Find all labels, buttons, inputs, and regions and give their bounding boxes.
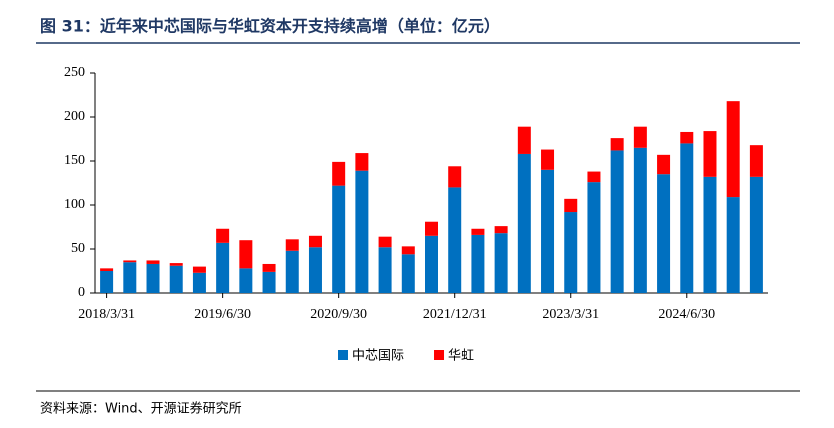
bar-segment — [726, 197, 740, 293]
y-tick-label: 150 — [64, 153, 85, 168]
y-tick-label: 50 — [71, 241, 85, 256]
bar-segment — [169, 263, 183, 266]
bar-segment — [657, 174, 671, 293]
bar-segment — [494, 226, 508, 234]
bar-segment — [680, 131, 694, 144]
bar-segment — [587, 171, 601, 183]
bar-segment — [517, 126, 531, 154]
bar-segment — [239, 240, 253, 269]
bar-segment — [216, 242, 230, 293]
y-tick-label: 200 — [64, 109, 85, 124]
bar-segment — [355, 153, 369, 171]
bar-segment — [680, 143, 694, 293]
bar-segment — [216, 228, 230, 243]
bar-segment — [448, 166, 462, 188]
bar-segment — [378, 247, 392, 293]
bar-segment — [610, 138, 624, 151]
bar-segment — [192, 266, 206, 273]
x-tick-label: 2021/12/31 — [423, 307, 487, 322]
bar-segment — [726, 101, 740, 198]
bar-segment — [703, 131, 717, 177]
bar-segment — [425, 221, 438, 236]
bar-segment — [285, 239, 299, 251]
bar-segment — [541, 149, 555, 170]
bar-segment — [169, 265, 183, 293]
x-tick-label: 2019/6/30 — [194, 307, 251, 322]
x-tick-label: 2018/3/31 — [78, 307, 135, 322]
bar-segment — [703, 176, 717, 293]
bar-segment — [146, 263, 160, 293]
legend-label: 中芯国际 — [352, 349, 404, 364]
bar-segment — [308, 235, 322, 248]
bar-segment — [587, 182, 601, 293]
bar-segment — [610, 150, 624, 293]
legend-swatch — [434, 350, 445, 360]
bar-segment — [749, 176, 763, 293]
bar-segment — [285, 250, 299, 293]
source: 资料来源：Wind、开源证券研究所 — [40, 401, 242, 417]
y-tick-label: 250 — [64, 65, 85, 80]
bar-segment — [494, 233, 508, 293]
bar-segment — [541, 169, 555, 293]
bar-segment — [239, 268, 253, 293]
bar-segment — [378, 236, 392, 248]
x-tick-label: 2023/3/31 — [542, 307, 599, 322]
bar-segment — [471, 234, 485, 293]
x-tick-label: 2024/6/30 — [658, 307, 715, 322]
bar-segment — [262, 263, 276, 272]
bar-segment — [401, 254, 415, 293]
x-tick-label: 2020/9/30 — [310, 307, 367, 322]
bar-segment — [146, 260, 160, 264]
bar-segment — [425, 235, 438, 293]
bar-segment — [123, 262, 137, 293]
legend-label: 华虹 — [448, 349, 474, 364]
y-tick-label: 0 — [78, 285, 85, 300]
bar-segment — [401, 246, 415, 255]
bar-segment — [471, 228, 485, 235]
bar-segment — [123, 260, 137, 263]
bar-segment — [332, 161, 346, 186]
legend-swatch — [338, 350, 348, 360]
bar-segment — [633, 126, 647, 148]
chart-title: 图 31：近年来中芯国际与华虹资本开支持续高增（单位：亿元） — [40, 17, 500, 36]
bar-segment — [749, 145, 763, 177]
bar-segment — [564, 212, 578, 293]
bar-segment — [332, 185, 346, 293]
bar-segment — [355, 170, 369, 293]
bar-segment — [192, 272, 206, 293]
y-tick-label: 100 — [64, 197, 85, 212]
bar-segment — [448, 187, 462, 293]
bar-segment — [262, 271, 276, 293]
bar-segment — [308, 247, 322, 293]
bar-segment — [100, 268, 114, 271]
bar-segment — [517, 153, 531, 293]
bar-segment — [657, 154, 671, 175]
bar-segment — [100, 271, 114, 293]
bar-segment — [564, 198, 578, 213]
bar-segment — [633, 147, 647, 293]
